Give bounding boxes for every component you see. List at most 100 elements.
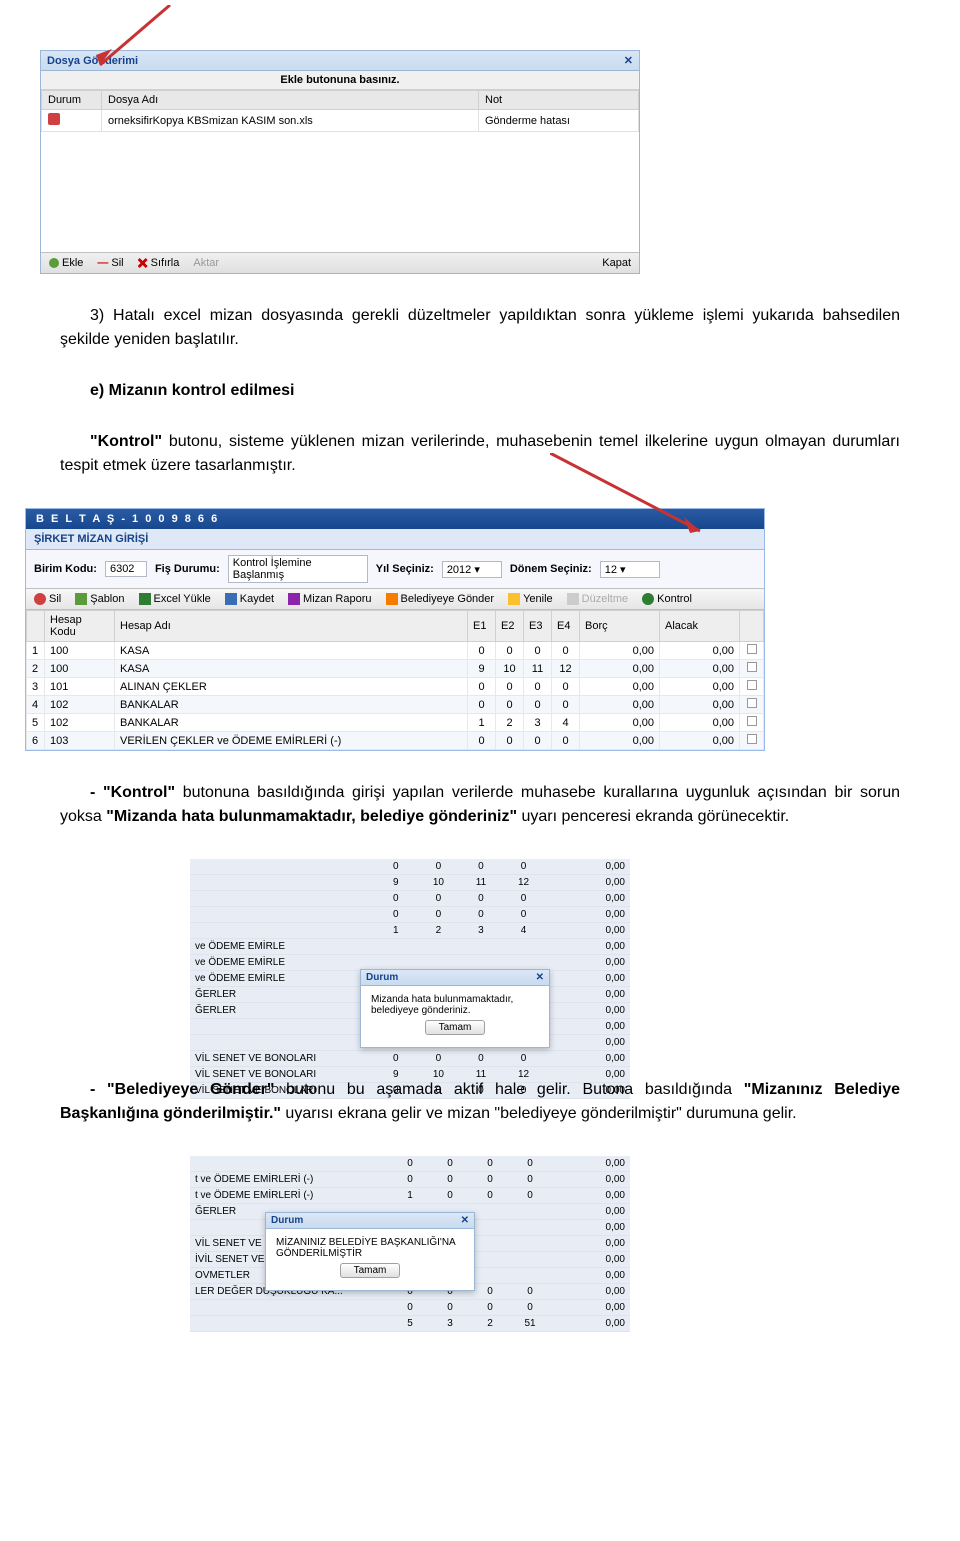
mizan-col-header <box>27 611 45 642</box>
file-note-cell: Gönderme hatası <box>479 110 639 132</box>
tb-sablon-button[interactable]: Şablon <box>75 593 124 605</box>
tb-kontrol-button[interactable]: Kontrol <box>642 593 692 605</box>
mizan-col-header: E3 <box>524 611 552 642</box>
tb-excel-button[interactable]: Excel Yükle <box>139 593 211 605</box>
tb-kaydet-button[interactable]: Kaydet <box>225 593 274 605</box>
mizan-filter-row: Birim Kodu: 6302 Fiş Durumu: Kontrol İşl… <box>26 550 764 589</box>
report-icon <box>288 593 300 605</box>
mizan-panel: B E L T A Ş - 1 0 0 9 8 6 6 ŞİRKET MİZAN… <box>25 508 765 751</box>
tb-gonder-button[interactable]: Belediyeye Gönder <box>386 593 495 605</box>
table-row: 00000,00 <box>190 891 630 907</box>
screenshot-gonderildi: 00000,00t ve ÖDEME EMİRLERİ (-)00000,00t… <box>190 1156 630 1291</box>
refresh-icon <box>508 593 520 605</box>
error-status-icon <box>48 113 60 125</box>
durum-dialog-head: Durum ✕ <box>361 970 549 986</box>
durum-dialog-msg: Mizanda hata bulunmamaktadır, belediyeye… <box>371 994 539 1016</box>
gonderildi-dialog-msg: MİZANINIZ BELEDİYE BAŞKANLIĞI'NA GÖNDERİ… <box>276 1237 464 1259</box>
paragraph-3: 3) Hatalı excel mizan dosyasında gerekli… <box>60 304 900 352</box>
template-icon <box>75 593 87 605</box>
chevron-down-icon: ▾ <box>474 564 480 576</box>
table-row: t ve ÖDEME EMİRLERİ (-)00000,00 <box>190 1172 630 1188</box>
tamam-button[interactable]: Tamam <box>340 1263 400 1278</box>
table-row: t ve ÖDEME EMİRLERİ (-)10000,00 <box>190 1188 630 1204</box>
arrow-to-kontrol-icon <box>550 453 730 538</box>
table-row[interactable]: 2100KASA91011120,000,00 <box>27 660 764 678</box>
heading-e: e) Mizanın kontrol edilmesi <box>90 382 900 400</box>
reset-icon <box>138 258 148 268</box>
mizan-col-header <box>740 611 764 642</box>
donem-label: Dönem Seçiniz: <box>510 563 592 575</box>
plus-icon <box>49 258 59 268</box>
kapat-button[interactable]: Kapat <box>602 257 631 269</box>
file-table: Durum Dosya Adı Not orneksifirKopya KBSm… <box>41 90 639 132</box>
tb-yenile-button[interactable]: Yenile <box>508 593 553 605</box>
mizan-toolbar: Sil Şablon Excel Yükle Kaydet Mizan Rapo… <box>26 589 764 610</box>
minus-icon: — <box>97 257 108 269</box>
tb-rapor-button[interactable]: Mizan Raporu <box>288 593 371 605</box>
edit-icon <box>567 593 579 605</box>
tb-duzeltme-button[interactable]: Düzeltme <box>567 593 628 605</box>
save-icon <box>225 593 237 605</box>
mizan-col-header: Borç <box>580 611 660 642</box>
tamam-button[interactable]: Tamam <box>425 1020 485 1035</box>
durum-dialog-title: Durum <box>366 972 398 983</box>
durum-dialog: Durum ✕ Mizanda hata bulunmamaktadır, be… <box>360 969 550 1048</box>
mizan-col-header: E1 <box>468 611 496 642</box>
table-row[interactable]: 6103VERİLEN ÇEKLER ve ÖDEME EMİRLERİ (-)… <box>27 732 764 750</box>
yil-label: Yıl Seçiniz: <box>376 563 434 575</box>
donem-field[interactable]: 12 ▾ <box>600 561 660 578</box>
table-row[interactable]: 4102BANKALAR00000,000,00 <box>27 696 764 714</box>
sil-button[interactable]: —Sil <box>97 257 123 269</box>
table-row: 12340,00 <box>190 923 630 939</box>
close-icon[interactable]: ✕ <box>461 1215 469 1226</box>
paragraph-kontrol-desc: "Kontrol" butonu, sisteme yüklenen mizan… <box>60 430 900 478</box>
yil-field[interactable]: 2012 ▾ <box>442 561 502 578</box>
file-name-cell: orneksifirKopya KBSmizan KASIM son.xls <box>102 110 479 132</box>
table-row[interactable]: 1100KASA00000,000,00 <box>27 642 764 660</box>
arrow-to-status <box>60 20 900 50</box>
mizan-grid: Hesap KoduHesap AdıE1E2E3E4BorçAlacak 11… <box>26 610 764 750</box>
table-row: 00000,00 <box>190 1156 630 1172</box>
delete-icon <box>34 593 46 605</box>
mizan-col-header: Hesap Adı <box>115 611 468 642</box>
table-row[interactable]: orneksifirKopya KBSmizan KASIM son.xls G… <box>42 110 639 132</box>
screenshot-durum-ok: 00000,0091011120,0000000,0000000,0012340… <box>190 859 630 1048</box>
table-row: 00000,00 <box>190 907 630 923</box>
dialog-footer: Ekle —Sil Sıfırla Aktar Kapat <box>41 252 639 273</box>
chevron-down-icon: ▾ <box>620 564 626 576</box>
ekle-button[interactable]: Ekle <box>49 257 83 269</box>
mizan-col-header: Hesap Kodu <box>45 611 115 642</box>
table-row: 532510,00 <box>190 1316 630 1332</box>
arrow-icon <box>40 5 220 75</box>
check-icon <box>642 593 654 605</box>
paragraph-gonder: - "Belediyeye Gönder" butonu bu aşamada … <box>60 1078 900 1126</box>
excel-icon <box>139 593 151 605</box>
mizan-col-header: E4 <box>552 611 580 642</box>
file-send-dialog: Dosya Gönderimi ✕ Ekle butonuna basınız.… <box>40 50 640 274</box>
table-row[interactable]: 5102BANKALAR12340,000,00 <box>27 714 764 732</box>
mizan-col-header: Alacak <box>660 611 740 642</box>
table-row: 91011120,00 <box>190 875 630 891</box>
birim-field[interactable]: 6302 <box>105 561 147 577</box>
fis-field: Kontrol İşlemine Başlanmış <box>228 555 368 583</box>
mizan-col-header: E2 <box>496 611 524 642</box>
close-icon[interactable]: ✕ <box>536 972 544 983</box>
tb-sil-button[interactable]: Sil <box>34 593 61 605</box>
dialog-empty-body <box>41 132 639 252</box>
gonderildi-dialog: Durum ✕ MİZANINIZ BELEDİYE BAŞKANLIĞI'NA… <box>265 1212 475 1291</box>
fis-label: Fiş Durumu: <box>155 563 220 575</box>
table-row[interactable]: 3101ALINAN ÇEKLER00000,000,00 <box>27 678 764 696</box>
col-dosyaadi: Dosya Adı <box>102 91 479 110</box>
gonderildi-dialog-head: Durum ✕ <box>266 1213 474 1229</box>
close-icon[interactable]: ✕ <box>624 54 633 67</box>
sifirla-button[interactable]: Sıfırla <box>138 257 180 269</box>
col-not: Not <box>479 91 639 110</box>
table-row: 00000,00 <box>190 1300 630 1316</box>
aktar-button[interactable]: Aktar <box>193 257 219 269</box>
send-icon <box>386 593 398 605</box>
table-row: ve ÖDEME EMİRLE0,00 <box>190 939 630 955</box>
table-row: 00000,00 <box>190 859 630 875</box>
table-row: VİL SENET VE BONOLARI00000,00 <box>190 1051 630 1067</box>
paragraph-kontrol-result: - "Kontrol" butonuna basıldığında girişi… <box>60 781 900 829</box>
birim-label: Birim Kodu: <box>34 563 97 575</box>
